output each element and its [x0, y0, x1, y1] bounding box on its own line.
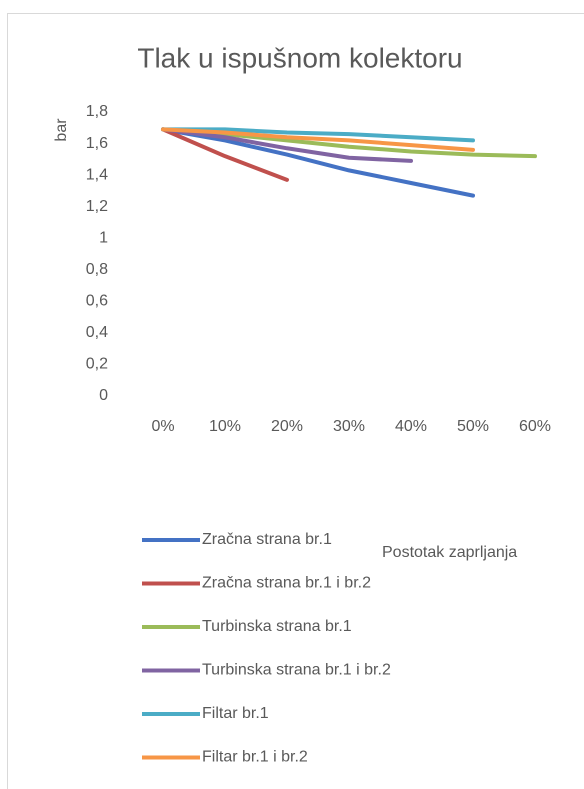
x-tick-label: 10% [209, 418, 241, 435]
x-tick-label: 0% [151, 418, 174, 435]
y-tick-label: 0,8 [86, 261, 108, 278]
x-tick-label: 20% [271, 418, 303, 435]
series-line [161, 127, 475, 198]
legend-label: Filtar br.1 i br.2 [202, 749, 308, 766]
chart-title: Tlak u ispušnom kolektoru [137, 42, 462, 73]
series-line [161, 127, 413, 163]
legend-label: Zračna strana br.1 i br.2 [202, 575, 371, 592]
x-tick-label: 30% [333, 418, 365, 435]
legend-label: Zračna strana br.1 [202, 531, 332, 548]
y-tick-label: 1,4 [86, 166, 108, 183]
x-tick-label: 50% [457, 418, 489, 435]
y-axis-label: bar [53, 118, 70, 142]
y-tick-label: 1,8 [86, 103, 108, 120]
x-axis-label: Postotak zaprljanja [382, 544, 517, 561]
y-tick-label: 0,4 [86, 324, 108, 341]
legend-label: Turbinska strana br.1 i br.2 [202, 662, 391, 679]
x-tick-label: 60% [519, 418, 551, 435]
series-line [161, 127, 289, 182]
series-line [161, 127, 475, 152]
y-tick-label: 0 [99, 387, 108, 404]
y-tick-label: 0,6 [86, 293, 108, 310]
y-tick-label: 0,2 [86, 356, 108, 373]
series-line [161, 127, 475, 143]
y-tick-label: 1,2 [86, 198, 108, 215]
y-tick-label: 1,6 [86, 135, 108, 152]
legend-label: Turbinska strana br.1 [202, 618, 352, 635]
x-tick-label: 40% [395, 418, 427, 435]
legend-label: Filtar br.1 [202, 705, 269, 722]
y-tick-label: 1 [99, 229, 108, 246]
